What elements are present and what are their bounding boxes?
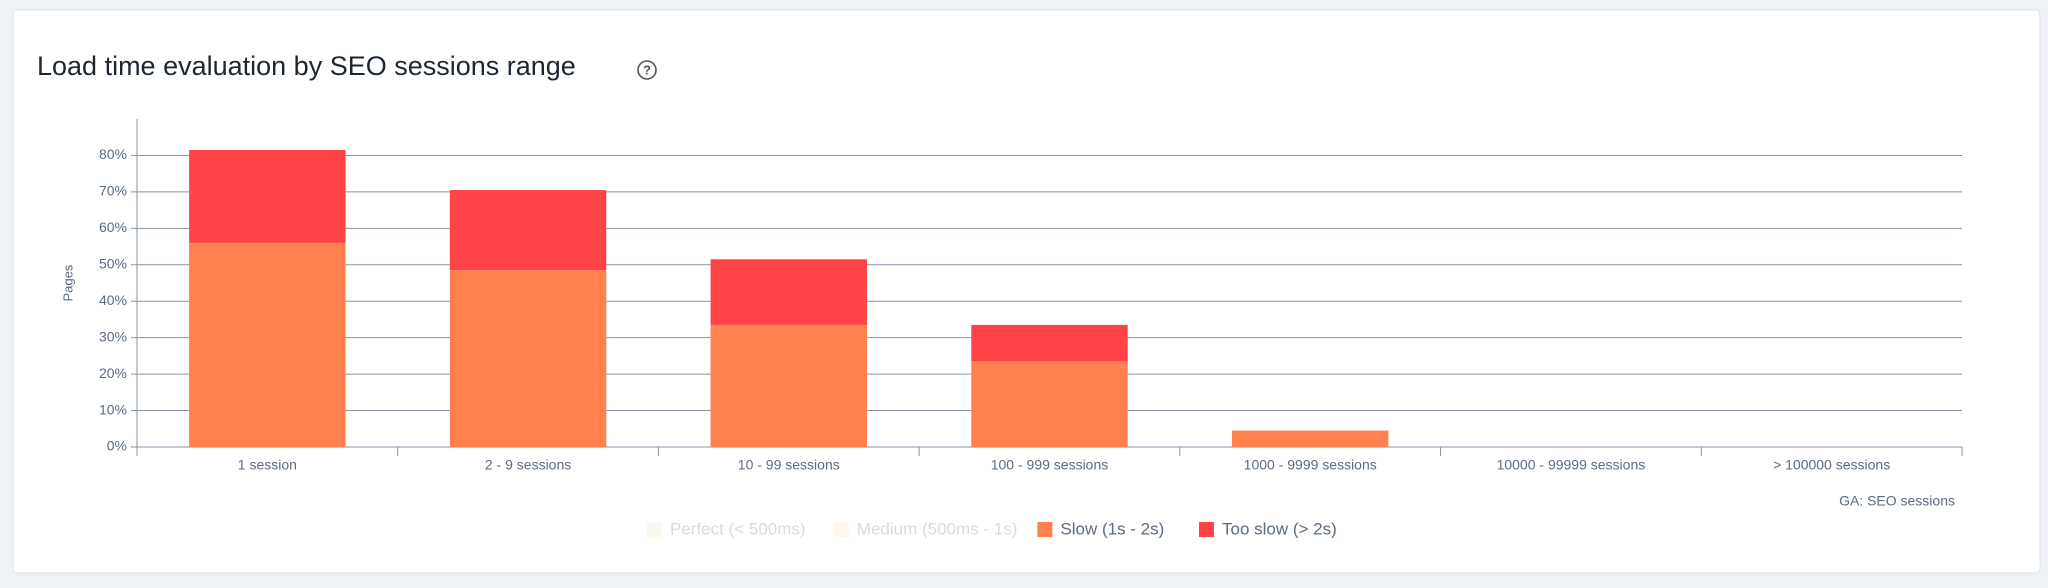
bar-segment	[1232, 430, 1389, 447]
y-tick-label: 20%	[99, 365, 127, 381]
bar-segment	[189, 149, 346, 243]
y-tick-label: 10%	[99, 401, 127, 417]
y-tick-label: 0%	[107, 438, 127, 454]
bar-segment	[449, 190, 607, 271]
y-axis-label: Pages	[60, 264, 75, 301]
y-tick-label: 30%	[99, 328, 127, 344]
bar-segment	[971, 324, 1128, 362]
bar-segment	[449, 270, 607, 447]
chart-title: Load time evaluation by SEO sessions ran…	[37, 51, 576, 81]
x-tick-label: 2 - 9 sessions	[485, 457, 571, 473]
legend-swatch	[1199, 522, 1214, 537]
y-tick-label: 80%	[99, 146, 127, 162]
bar-segment	[710, 259, 867, 325]
x-tick-label: 10000 - 99999 sessions	[1497, 457, 1646, 473]
x-tick-label: 10 - 99 sessions	[738, 457, 840, 473]
bar-segment	[971, 361, 1128, 447]
svg-text:?: ?	[643, 62, 651, 77]
help-icon[interactable]: ?	[637, 60, 657, 80]
legend-label: Too slow (> 2s)	[1222, 519, 1337, 538]
x-tick-label: 1000 - 9999 sessions	[1244, 457, 1377, 473]
legend-label: Slow (1s - 2s)	[1060, 519, 1164, 538]
x-tick-label: 100 - 999 sessions	[991, 457, 1109, 473]
x-tick-label: 1 session	[238, 457, 297, 473]
x-axis-label: GA: SEO sessions	[1839, 493, 1955, 509]
bar-segment	[189, 242, 346, 447]
legend-label: Medium (500ms - 1s)	[857, 519, 1018, 538]
legend-swatch	[833, 522, 849, 537]
legend-label: Perfect (< 500ms)	[670, 519, 806, 538]
y-tick-label: 50%	[99, 255, 127, 271]
legend-swatch	[1037, 522, 1053, 537]
bar-segment	[710, 324, 867, 447]
y-tick-label: 40%	[99, 292, 127, 308]
y-tick-label: 70%	[99, 183, 127, 199]
x-tick-label: > 100000 sessions	[1773, 457, 1890, 473]
legend-swatch	[647, 522, 662, 537]
y-tick-label: 60%	[99, 219, 127, 235]
